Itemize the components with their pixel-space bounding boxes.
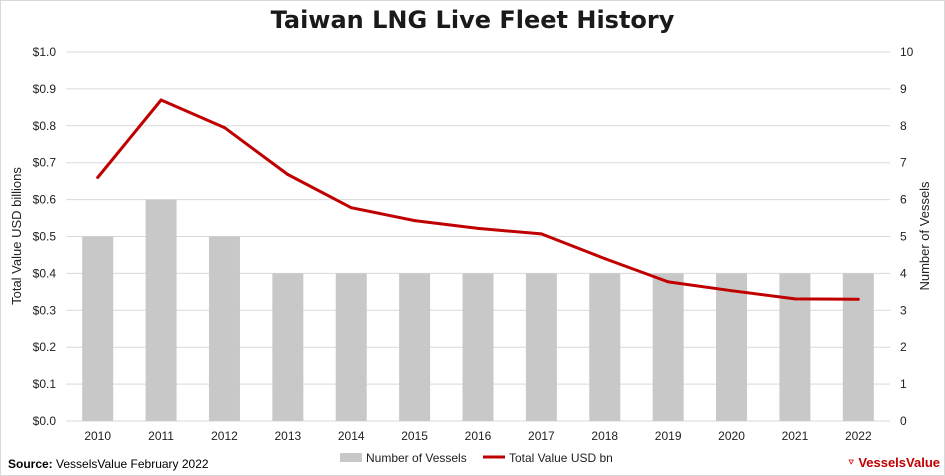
bar-vessels: [462, 273, 494, 421]
bar-vessels: [779, 273, 811, 421]
bar-vessels: [272, 273, 304, 421]
y-left-tick-label: $0.7: [33, 156, 57, 170]
line-point: [856, 297, 860, 301]
x-tick-label: 2015: [401, 429, 428, 443]
line-point: [793, 297, 797, 301]
line-point: [476, 226, 480, 230]
x-tick-label: 2011: [148, 429, 174, 443]
y-left-tick-label: $0.9: [33, 82, 57, 96]
bar-vessels: [842, 273, 874, 421]
y-right-tick-label: 6: [900, 193, 907, 207]
bar-vessels: [399, 273, 431, 421]
bar-vessels: [652, 273, 684, 421]
y-right-tick-label: 10: [900, 45, 914, 59]
y-left-tick-label: $0.5: [33, 230, 57, 244]
line-point: [159, 98, 163, 102]
source-text: VesselsValue February 2022: [56, 457, 209, 471]
y-right-tick-label: 7: [900, 156, 907, 170]
y-right-tick-label: 0: [900, 414, 907, 428]
bar-vessels: [525, 273, 557, 421]
y-right-tick-label: 4: [900, 266, 907, 280]
x-tick-label: 2012: [211, 429, 238, 443]
bar-vessels: [335, 273, 367, 421]
y-right-tick-label: 1: [900, 377, 907, 391]
legend-label-vessels: Number of Vessels: [366, 451, 467, 465]
x-tick-label: 2016: [465, 429, 492, 443]
line-point: [666, 280, 670, 284]
y-left-axis-title: Total Value USD billions: [9, 167, 24, 305]
x-tick-label: 2013: [274, 429, 301, 443]
x-tick-label: 2022: [845, 429, 872, 443]
y-left-tick-label: $1.0: [33, 45, 57, 59]
legend-swatch-vessels: [340, 453, 362, 462]
y-right-tick-label: 9: [900, 82, 907, 96]
y-left-tick-label: $0.2: [33, 340, 57, 354]
y-left-tick-label: $0.1: [33, 377, 57, 391]
source-note: Source: VesselsValue February 2022: [8, 457, 209, 471]
logo-icon: [848, 459, 854, 465]
logo-text: VesselsValue: [858, 454, 940, 470]
bar-vessels: [145, 199, 177, 421]
bar-vessels: [82, 236, 114, 421]
source-label: Source:: [8, 457, 53, 471]
line-point: [603, 257, 607, 261]
bar-vessels: [589, 273, 621, 421]
line-point: [222, 126, 226, 130]
bar-vessels: [716, 273, 748, 421]
y-left-tick-label: $0.8: [33, 119, 57, 133]
legend-label-value: Total Value USD bn: [509, 451, 613, 465]
y-right-axis-title: Number of Vessels: [917, 181, 932, 291]
x-tick-label: 2010: [84, 429, 111, 443]
line-point: [349, 206, 353, 210]
x-tick-label: 2021: [782, 429, 809, 443]
y-left-tick-label: $0.4: [33, 266, 57, 280]
y-right-tick-label: 8: [900, 119, 907, 133]
y-right-tick-label: 3: [900, 303, 907, 317]
y-left-tick-label: $0.6: [33, 193, 57, 207]
bar-vessels: [208, 236, 240, 421]
y-left-tick-label: $0.0: [33, 414, 57, 428]
y-right-tick-label: 2: [900, 340, 907, 354]
x-tick-label: 2018: [591, 429, 618, 443]
line-point: [539, 232, 543, 236]
line-point: [286, 173, 290, 177]
y-right-tick-label: 5: [900, 230, 907, 244]
x-tick-label: 2017: [528, 429, 555, 443]
chart-title: Taiwan LNG Live Fleet History: [270, 6, 675, 34]
line-point: [413, 219, 417, 223]
x-tick-label: 2014: [338, 429, 365, 443]
y-left-tick-label: $0.3: [33, 303, 57, 317]
vesselsvalue-logo: VesselsValue: [848, 452, 940, 472]
x-tick-label: 2020: [718, 429, 745, 443]
line-point: [96, 175, 100, 179]
x-tick-label: 2019: [655, 429, 682, 443]
line-point: [730, 289, 734, 293]
